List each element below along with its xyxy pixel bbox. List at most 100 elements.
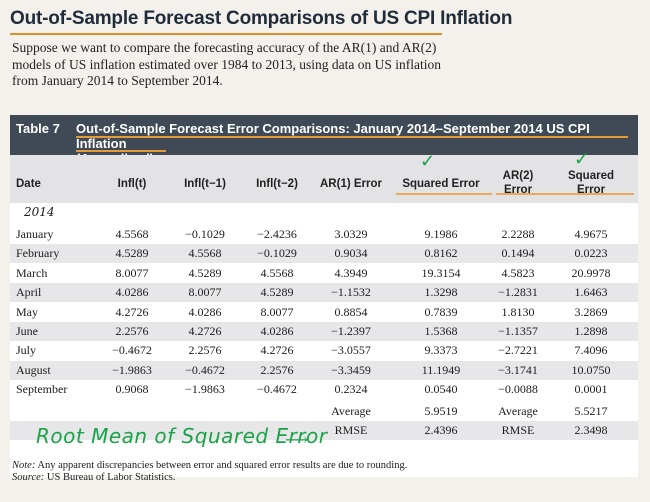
cell-infl1: 4.2726 bbox=[188, 324, 222, 338]
cell-infl2: −2.4236 bbox=[257, 227, 297, 241]
title-highlight bbox=[76, 150, 166, 152]
orange-underline bbox=[396, 193, 492, 195]
cell-infl1: 4.5289 bbox=[188, 265, 222, 280]
col-head-infl: Infl(t) bbox=[117, 178, 147, 190]
summary-label1: Average bbox=[331, 403, 371, 418]
table-row: March 8.0077 4.5289 4.5568 4.3949 19.3154 4.58… bbox=[10, 264, 638, 283]
cell-sq1: 1.5368 bbox=[424, 324, 458, 338]
cell-infl2: −0.4672 bbox=[257, 382, 297, 397]
cell-month: September bbox=[16, 382, 68, 397]
cell-ar1: −1.2397 bbox=[331, 324, 371, 338]
cell-month: May bbox=[16, 304, 38, 319]
cell-ar2: 0.1494 bbox=[501, 246, 535, 261]
cell-sq2: 4.9675 bbox=[574, 227, 608, 241]
cell-month: March bbox=[16, 265, 48, 280]
cell-ar1: −3.3459 bbox=[331, 362, 371, 377]
cell-infl: 0.9068 bbox=[115, 382, 149, 397]
cell-infl2: 4.5568 bbox=[260, 265, 294, 280]
cell-ar2: −0.0088 bbox=[498, 382, 538, 397]
cell-ar1: 0.2324 bbox=[334, 382, 368, 397]
cell-sq1: 9.3373 bbox=[424, 343, 458, 358]
cell-ar2: −1.2831 bbox=[498, 285, 538, 300]
summary-label2: RMSE bbox=[501, 423, 535, 437]
cell-infl2: 4.5289 bbox=[260, 285, 294, 300]
cell-infl1: 4.5568 bbox=[188, 246, 222, 261]
cell-ar2: 1.8130 bbox=[501, 304, 535, 319]
summary-row: RMSE 2.4396 RMSE 2.3498 bbox=[10, 421, 638, 440]
summary-val1: 2.4396 bbox=[424, 423, 458, 437]
handwritten-annotation: Root Mean of Squared Error bbox=[36, 424, 328, 448]
cell-ar2: −3.1741 bbox=[498, 362, 538, 377]
summary-row: Average 5.9519 Average 5.5217 bbox=[10, 402, 638, 421]
cell-infl: −0.4672 bbox=[112, 343, 152, 358]
cell-infl: 4.0286 bbox=[115, 285, 149, 300]
cell-infl1: 2.2576 bbox=[188, 343, 222, 358]
note-text: Any apparent discrepancies between error… bbox=[35, 460, 408, 471]
cell-sq1: 1.3298 bbox=[424, 285, 458, 300]
table-row: September 0.9068 −1.9863 −0.4672 0.2324 0.054… bbox=[10, 380, 638, 399]
table-row: August −1.9863 −0.4672 2.2576 −3.3459 11.1949… bbox=[10, 360, 638, 380]
cell-month: August bbox=[16, 362, 51, 377]
cell-infl: 4.5568 bbox=[115, 227, 149, 241]
cell-infl: 4.5289 bbox=[115, 246, 149, 261]
cell-month: April bbox=[16, 285, 42, 300]
table-title-line1: Out-of-Sample Forecast Error Comparisons… bbox=[76, 121, 590, 151]
year-label: 2014 bbox=[24, 205, 55, 219]
table-note: Note: Any apparent discrepancies between… bbox=[12, 460, 572, 484]
cell-infl: 8.0077 bbox=[115, 265, 149, 280]
cell-sq2: 3.2869 bbox=[574, 304, 608, 319]
heading-underline bbox=[10, 33, 442, 35]
cell-ar1: 3.0329 bbox=[334, 227, 368, 241]
intro-line: Suppose we want to compare the forecasti… bbox=[12, 40, 437, 55]
cell-sq2: 20.9978 bbox=[571, 265, 611, 280]
summary-val2: 5.5217 bbox=[574, 403, 608, 418]
table-header: Date Infl(t) Infl(t−1) Infl(t−2) AR(1) E… bbox=[10, 149, 638, 203]
cell-infl2: −0.1029 bbox=[257, 246, 297, 261]
intro-line: from January 2014 to September 2014. bbox=[12, 73, 223, 88]
table-row: May 4.2726 4.0286 8.0077 0.8854 0.7839 1.8130 3… bbox=[10, 303, 638, 322]
table-row: April 4.0286 8.0077 4.5289 −1.1532 1.3298 −1.2… bbox=[10, 283, 638, 303]
cell-ar2: 2.2288 bbox=[501, 227, 535, 241]
cell-sq2: 10.0750 bbox=[571, 362, 611, 377]
cell-sq1: 9.1986 bbox=[424, 227, 458, 241]
cell-sq2: 7.4096 bbox=[574, 343, 608, 358]
arrow-icon: ⟶ bbox=[285, 430, 308, 449]
cell-infl1: −0.1029 bbox=[185, 227, 225, 241]
cell-ar1: 0.9034 bbox=[334, 246, 368, 261]
cell-sq1: 0.8162 bbox=[424, 246, 458, 261]
orange-underline bbox=[496, 193, 634, 195]
cell-ar2: 4.5823 bbox=[501, 265, 535, 280]
col-head-ar1-error: AR(1) Error bbox=[320, 178, 382, 190]
cell-ar1: −3.0557 bbox=[331, 343, 371, 358]
col-head-infl1: Infl(t−1) bbox=[184, 178, 226, 190]
cell-ar1: −1.1532 bbox=[331, 285, 371, 300]
summary-label1: RMSE bbox=[334, 423, 368, 437]
cell-sq2: 0.0223 bbox=[574, 246, 608, 261]
cell-sq1: 0.0540 bbox=[424, 382, 458, 397]
cell-infl1: −1.9863 bbox=[185, 382, 225, 397]
cell-ar1: 0.8854 bbox=[334, 304, 368, 319]
cell-month: June bbox=[16, 324, 38, 338]
table-title-bar: Table 7 Out-of-Sample Forecast Error Com… bbox=[10, 115, 638, 166]
cell-infl: −1.9863 bbox=[112, 362, 152, 377]
summary-val1: 5.9519 bbox=[424, 403, 458, 418]
col-head-sq2-line1: Squared bbox=[567, 170, 614, 182]
cell-infl1: 8.0077 bbox=[188, 285, 222, 300]
col-head-infl2: Infl(t−2) bbox=[256, 178, 298, 190]
col-head-squared-error-1: Squared Error bbox=[402, 178, 480, 190]
source-line: Source: US Bureau of Labor Statistics. bbox=[12, 472, 572, 484]
intro-line: models of US inflation estimated over 19… bbox=[12, 56, 441, 72]
cell-sq1: 0.7839 bbox=[424, 304, 458, 319]
cell-sq1: 19.3154 bbox=[421, 265, 461, 280]
cell-ar1: 4.3949 bbox=[334, 265, 368, 280]
table-row: February 4.5289 4.5568 −0.1029 0.9034 0.8162 0… bbox=[10, 244, 638, 264]
source-text: US Bureau of Labor Statistics. bbox=[44, 472, 176, 483]
check-mark-icon: ✓ bbox=[574, 149, 590, 170]
section-heading: Out-of-Sample Forecast Comparisons of US… bbox=[10, 8, 513, 29]
summary-val2: 2.3498 bbox=[574, 423, 608, 437]
cell-infl2: 4.0286 bbox=[260, 324, 294, 338]
forecast-table: Table 7 Out-of-Sample Forecast Error Com… bbox=[10, 115, 638, 477]
note-prefix: Note: bbox=[12, 460, 36, 471]
cell-infl2: 2.2576 bbox=[260, 362, 294, 377]
cell-month: January bbox=[16, 227, 54, 241]
